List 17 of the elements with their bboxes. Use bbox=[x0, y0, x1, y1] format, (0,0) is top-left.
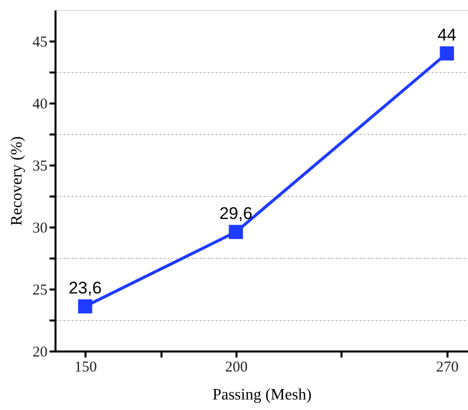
y-tick-label: 25 bbox=[32, 282, 48, 298]
y-axis-title: Recovery (%) bbox=[8, 136, 26, 226]
x-axis-title: Passing (Mesh) bbox=[212, 386, 312, 404]
y-tick-label: 20 bbox=[32, 344, 48, 360]
y-tick-label: 40 bbox=[32, 96, 48, 112]
data-label: 23,6 bbox=[68, 278, 102, 298]
x-tick-label: 270 bbox=[436, 360, 459, 376]
x-tick-label: 150 bbox=[74, 360, 97, 376]
y-tick-label: 30 bbox=[32, 220, 48, 236]
data-label: 44 bbox=[437, 25, 456, 44]
x-tick-label: 200 bbox=[225, 360, 248, 376]
point bbox=[440, 46, 454, 60]
y-tick-label: 45 bbox=[32, 34, 48, 50]
data-label: 29,6 bbox=[219, 204, 252, 223]
y-tick-label: 35 bbox=[32, 158, 48, 174]
point bbox=[228, 224, 243, 240]
point bbox=[78, 299, 92, 314]
